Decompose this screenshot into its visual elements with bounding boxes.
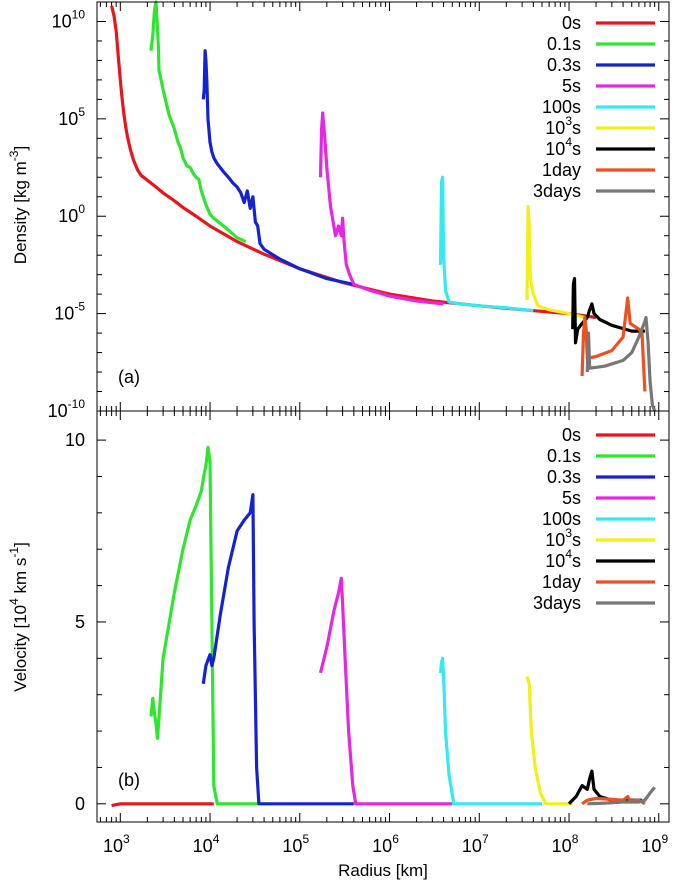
panel-b-series-0-3s — [201, 493, 354, 806]
panel-a-legend-item: 100s — [542, 97, 655, 117]
panel-a-series — [110, 0, 657, 412]
panel-a-series-0s — [110, 5, 597, 320]
x-tick-label: 105 — [282, 832, 309, 856]
panel-a-legend-item: 3days — [533, 181, 655, 201]
panel-a-legend-label: 103s — [545, 114, 581, 138]
panel-a-legend-item: 104s — [545, 135, 655, 159]
panel-b-legend-label: 104s — [545, 547, 581, 571]
panel-a-legend-label: 0s — [562, 13, 581, 33]
x-axis-title: Radius [km] — [338, 861, 428, 880]
panel-a-legend-label: 3days — [533, 181, 581, 201]
panel-a-legend-label: 100s — [542, 97, 581, 117]
panel-a-series-5s — [318, 111, 444, 306]
panel-b-legend-item: 3days — [533, 593, 655, 613]
panel-b-series-10-3s — [525, 676, 573, 806]
panel-b-series-5s — [318, 576, 453, 806]
x-tick-label: 104 — [193, 832, 220, 856]
panel-b-series-0s — [111, 802, 214, 808]
panel-a-label: (a) — [118, 367, 140, 387]
panel-b-legend-item: 1day — [542, 572, 655, 592]
panel-b-series-100s — [438, 656, 542, 806]
panel-a-y-tick-label: 100 — [58, 202, 85, 226]
panel-b-legend-label: 5s — [562, 488, 581, 508]
panel-b-series-0-1s — [149, 445, 259, 806]
panel-a-legend-item: 0.1s — [547, 34, 655, 54]
panel-b-y-tick-labels: 0 5 10 — [65, 430, 85, 814]
panel-b-legend-item: 0s — [562, 425, 655, 445]
panel-a-series-0-3s — [201, 49, 355, 286]
panel-b-ticks — [97, 411, 669, 822]
panel-a-density: 1010 105 100 10-5 10-10 Density [kg m-3] (a)… — [7, 0, 670, 421]
x-tick-label: 106 — [372, 832, 399, 856]
panel-b-legend-label: 0s — [562, 425, 581, 445]
panel-b-legend-label: 0.1s — [547, 446, 581, 466]
panel-a-y-tick-label: 10-5 — [54, 300, 85, 324]
panel-a-series-10-3s — [525, 204, 586, 320]
x-tick-label: 103 — [103, 832, 130, 856]
x-tick-labels: 103 104 105 106 107 108 109 — [103, 832, 669, 856]
panel-a-legend-item: 1day — [542, 160, 655, 180]
panel-a-series-100s — [438, 175, 534, 313]
panel-b-series-3days — [587, 786, 656, 806]
panel-b-legend-label: 100s — [542, 509, 581, 529]
panel-b-legend-item: 0.3s — [547, 467, 655, 487]
panel-a-legend-item: 103s — [545, 114, 655, 138]
panel-b-legend-item: 104s — [545, 547, 655, 571]
panel-a-legend-item: 0.3s — [547, 55, 655, 75]
panel-b-velocity: 0 5 10 Velocity [104 km s-1] (b) 0s0.1s0.3… — [7, 410, 670, 823]
panel-a-y-tick-labels: 1010 105 100 10-5 10-10 — [48, 7, 86, 421]
panel-b-legend-item: 103s — [545, 526, 655, 550]
panel-a-series-1day — [580, 296, 647, 392]
panel-b-legend-label: 103s — [545, 526, 581, 550]
panel-b-legend-label: 3days — [533, 593, 581, 613]
panel-a-series-10-4s — [571, 277, 645, 345]
panel-b-label: (b) — [118, 770, 140, 790]
x-tick-label: 107 — [462, 832, 489, 856]
panel-b-legend-item: 100s — [542, 509, 655, 529]
panel-b-frame — [96, 410, 670, 823]
panel-a-legend-label: 0.1s — [547, 34, 581, 54]
panel-a-series-0-1s — [149, 0, 247, 244]
panel-b-legend-item: 0.1s — [547, 446, 655, 466]
panel-b-y-tick-label: 10 — [65, 430, 85, 450]
panel-a-legend-label: 5s — [562, 76, 581, 96]
x-tick-label: 108 — [552, 832, 579, 856]
panel-b-legend-item: 5s — [562, 488, 655, 508]
panel-a-legend-item: 5s — [562, 76, 655, 96]
panel-a-legend-label: 0.3s — [547, 55, 581, 75]
panel-b-y-tick-label: 5 — [75, 612, 85, 632]
panel-a-y-tick-label: 105 — [58, 105, 85, 129]
panel-b-legend-label: 0.3s — [547, 467, 581, 487]
panel-a-series-3days — [585, 315, 657, 412]
panel-b-y-tick-label: 0 — [75, 794, 85, 814]
panel-a-legend-label: 1day — [542, 160, 581, 180]
panel-b-y-axis-title: Velocity [104 km s-1] — [7, 542, 30, 692]
panel-a-y-tick-label: 1010 — [52, 7, 86, 31]
panel-a-legend-label: 104s — [545, 135, 581, 159]
panel-b-legend-label: 1day — [542, 572, 581, 592]
panel-a-legend-item: 0s — [562, 13, 655, 33]
panel-a-y-axis-title: Density [kg m-3] — [7, 146, 30, 264]
panel-b-series — [111, 445, 656, 808]
x-tick-label: 109 — [641, 832, 668, 856]
panel-a-y-tick-label: 10-10 — [48, 397, 86, 421]
